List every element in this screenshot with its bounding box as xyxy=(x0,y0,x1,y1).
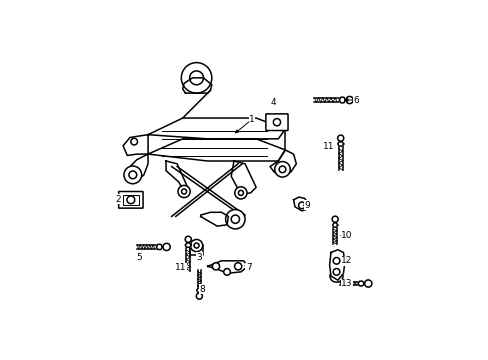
Text: 5: 5 xyxy=(136,253,142,262)
Polygon shape xyxy=(357,281,364,286)
Polygon shape xyxy=(269,150,296,176)
FancyBboxPatch shape xyxy=(265,114,287,131)
Circle shape xyxy=(123,166,142,184)
Circle shape xyxy=(178,185,190,198)
Circle shape xyxy=(181,63,211,93)
Circle shape xyxy=(346,96,352,104)
Polygon shape xyxy=(183,78,211,93)
Text: 8: 8 xyxy=(199,285,204,294)
Text: 13: 13 xyxy=(341,279,352,288)
FancyBboxPatch shape xyxy=(119,192,143,208)
Circle shape xyxy=(279,166,285,173)
Circle shape xyxy=(337,135,343,141)
Text: 7: 7 xyxy=(245,263,251,272)
Circle shape xyxy=(273,118,280,126)
Text: 2: 2 xyxy=(115,195,121,204)
Polygon shape xyxy=(123,135,148,156)
Circle shape xyxy=(129,171,137,179)
Text: 1: 1 xyxy=(248,115,254,124)
Polygon shape xyxy=(156,244,162,249)
Circle shape xyxy=(274,162,290,177)
Polygon shape xyxy=(337,142,343,146)
Polygon shape xyxy=(148,118,285,139)
Circle shape xyxy=(212,263,219,270)
Circle shape xyxy=(225,210,244,229)
Polygon shape xyxy=(231,161,256,194)
Circle shape xyxy=(224,269,230,275)
Polygon shape xyxy=(332,223,337,227)
Polygon shape xyxy=(339,97,345,103)
Polygon shape xyxy=(148,139,285,161)
Polygon shape xyxy=(127,154,148,182)
Text: 9: 9 xyxy=(304,201,310,210)
Circle shape xyxy=(332,269,339,275)
Circle shape xyxy=(234,263,241,270)
Text: 12: 12 xyxy=(341,256,352,265)
Polygon shape xyxy=(185,243,191,247)
Circle shape xyxy=(196,293,202,299)
Text: 4: 4 xyxy=(270,98,276,107)
Circle shape xyxy=(163,243,170,251)
Polygon shape xyxy=(329,250,344,280)
Text: 6: 6 xyxy=(352,95,358,104)
Text: 11: 11 xyxy=(323,142,334,151)
Circle shape xyxy=(298,202,305,209)
Circle shape xyxy=(331,216,338,222)
Circle shape xyxy=(189,71,203,85)
Text: 3: 3 xyxy=(196,253,202,262)
Circle shape xyxy=(181,189,186,194)
Polygon shape xyxy=(196,288,202,292)
Circle shape xyxy=(185,236,191,242)
Circle shape xyxy=(190,239,202,252)
Circle shape xyxy=(332,257,339,264)
Circle shape xyxy=(131,138,137,145)
Polygon shape xyxy=(166,161,188,193)
Circle shape xyxy=(238,190,243,195)
FancyBboxPatch shape xyxy=(190,245,202,255)
Circle shape xyxy=(364,280,371,287)
Circle shape xyxy=(194,243,199,248)
Polygon shape xyxy=(293,197,308,211)
Polygon shape xyxy=(200,212,228,226)
Circle shape xyxy=(231,215,239,223)
Circle shape xyxy=(234,187,246,199)
Circle shape xyxy=(127,196,135,204)
Text: 11: 11 xyxy=(175,263,186,272)
Polygon shape xyxy=(207,261,247,273)
Text: 10: 10 xyxy=(341,231,352,240)
